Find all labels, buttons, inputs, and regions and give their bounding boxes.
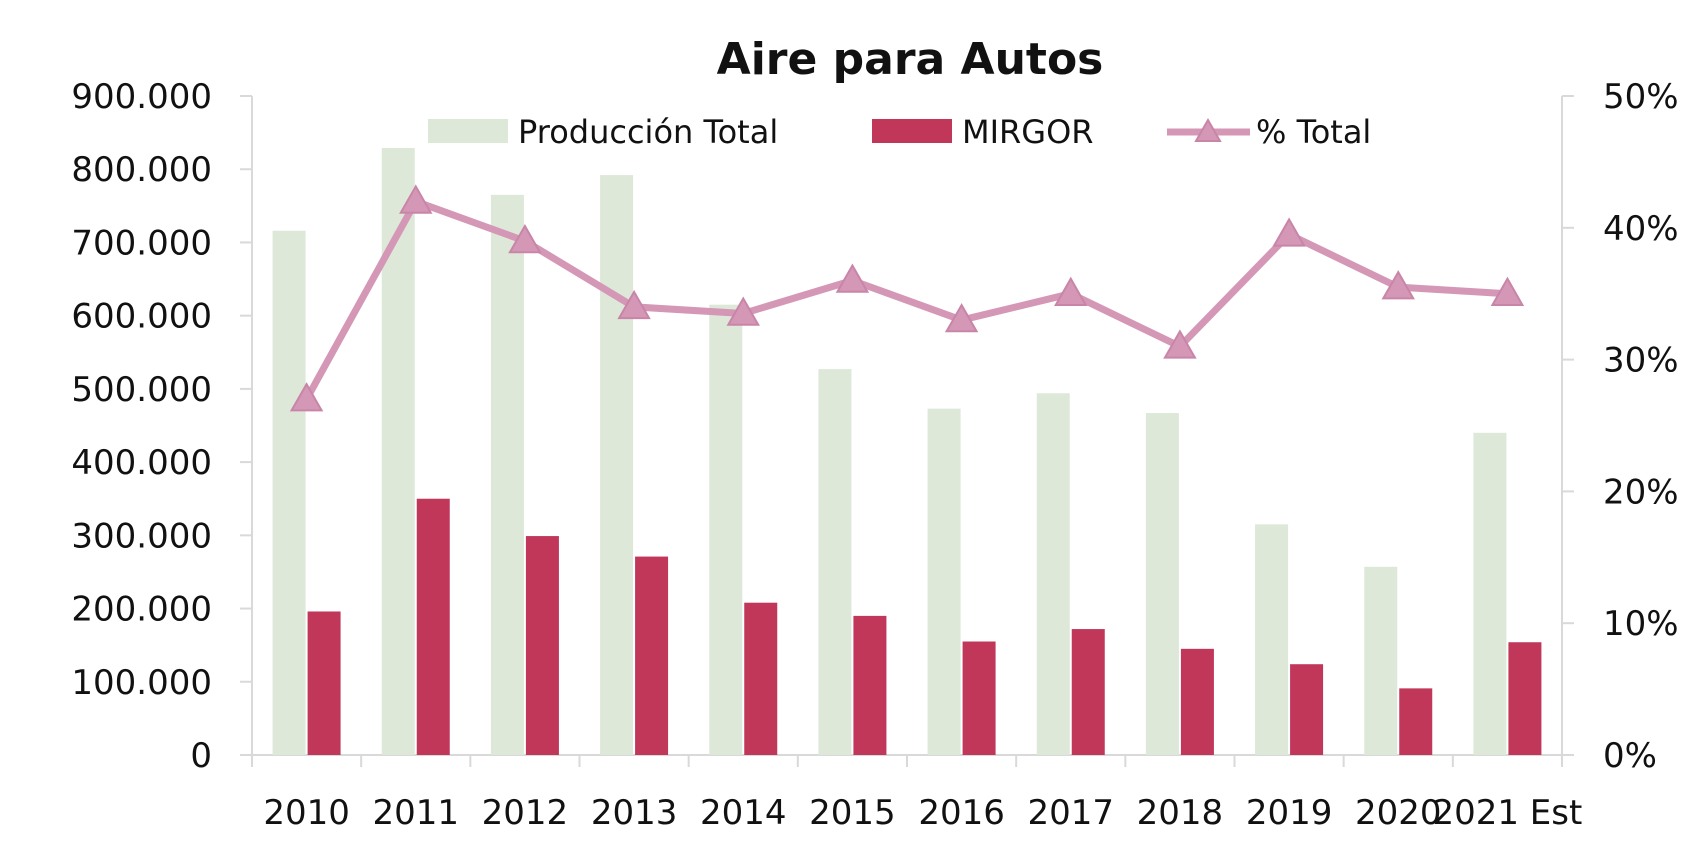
point-pct-total — [1054, 276, 1088, 306]
legend-label-pct-total: % Total — [1256, 113, 1371, 151]
right-tick-label: 10% — [1603, 604, 1679, 644]
right-tick-label: 20% — [1603, 472, 1679, 512]
point-pct-total — [835, 263, 870, 293]
left-tick-label: 0 — [190, 736, 212, 776]
bar-mirgor — [525, 536, 559, 755]
legend-swatch-mirgor — [872, 119, 952, 143]
left-tick-label: 200.000 — [71, 590, 212, 630]
x-tick-label: 2020 — [1355, 793, 1442, 833]
left-tick-label: 300.000 — [71, 516, 212, 556]
x-tick-label: 2012 — [482, 793, 569, 833]
point-pct-total — [944, 303, 979, 333]
point-pct-total — [508, 223, 542, 254]
series-produccion-total — [272, 147, 1507, 756]
bar-mirgor — [307, 611, 341, 755]
bar-produccion-total — [272, 230, 306, 755]
x-axis: 2010 2011 2012 2013 2014 2015 2016 2017 2018 2019… — [251, 754, 1582, 833]
left-tick-label: 500.000 — [71, 370, 212, 410]
point-pct-total — [1381, 270, 1415, 300]
legend: Producción Total MIRGOR % Total — [428, 113, 1371, 151]
left-tick-label: 900.000 — [71, 77, 212, 117]
point-pct-total — [289, 382, 324, 412]
bar-mirgor — [1290, 664, 1324, 755]
chart-title: Aire para Autos — [717, 34, 1104, 85]
x-tick-label: 2019 — [1246, 793, 1333, 833]
right-tick-label: 0% — [1603, 736, 1657, 776]
series-mirgor — [307, 498, 1542, 755]
left-tick-label: 800.000 — [71, 150, 212, 190]
bar-produccion-total — [1036, 393, 1070, 755]
left-tick-label: 700.000 — [71, 223, 212, 263]
legend-label-mirgor: MIRGOR — [962, 113, 1094, 151]
bar-produccion-total — [1364, 566, 1398, 755]
bar-produccion-total — [709, 304, 743, 755]
point-pct-total — [1272, 217, 1306, 247]
x-tick-label: 2011 — [372, 793, 459, 833]
bar-produccion-total — [927, 408, 961, 755]
x-tick-label: 2013 — [591, 793, 678, 833]
bar-mirgor — [416, 498, 450, 755]
bar-produccion-total — [1145, 413, 1179, 755]
legend-swatch-produccion-total — [428, 119, 508, 143]
left-y-axis: 0 100.000 200.000 300.000 400.000 500.000 600.… — [71, 77, 253, 776]
bar-mirgor — [1180, 648, 1214, 755]
left-tick-label: 600.000 — [71, 297, 212, 337]
bar-produccion-total — [1473, 432, 1507, 755]
bar-mirgor — [744, 602, 778, 755]
left-tick-label: 100.000 — [71, 663, 212, 703]
x-tick-label: 2010 — [263, 793, 350, 833]
right-tick-label: 30% — [1603, 341, 1679, 381]
x-tick-label: 2018 — [1137, 793, 1224, 833]
x-tick-label: 2016 — [918, 793, 1005, 833]
right-y-axis: 0% 10% 20% 30% 40% 50% — [1561, 77, 1679, 776]
x-tick-label: 2015 — [809, 793, 896, 833]
line-pct-total — [303, 197, 1508, 401]
bar-produccion-total — [1255, 524, 1289, 755]
bar-produccion-total — [818, 369, 852, 755]
right-tick-label: 40% — [1603, 209, 1679, 249]
right-tick-label: 50% — [1603, 77, 1679, 117]
left-tick-label: 400.000 — [71, 443, 212, 483]
point-pct-total — [399, 184, 433, 214]
legend-label-produccion-total: Producción Total — [518, 113, 778, 151]
point-pct-total — [1163, 329, 1197, 359]
series-pct-total — [289, 184, 1525, 412]
legend-marker-pct-total — [1194, 117, 1222, 142]
bar-mirgor — [1508, 642, 1542, 755]
point-pct-total — [726, 296, 760, 326]
bar-mirgor — [635, 556, 669, 755]
point-pct-total — [617, 289, 651, 320]
x-tick-label: 2017 — [1027, 793, 1114, 833]
bar-mirgor — [962, 641, 996, 755]
x-tick-label: 2021 Est — [1432, 793, 1582, 833]
bar-produccion-total — [490, 194, 524, 756]
bar-mirgor — [1071, 629, 1105, 755]
bar-produccion-total — [600, 175, 634, 755]
x-tick-label: 2014 — [700, 793, 787, 833]
bar-mirgor — [1399, 688, 1433, 755]
bar-mirgor — [853, 615, 887, 755]
point-pct-total — [1490, 276, 1525, 306]
